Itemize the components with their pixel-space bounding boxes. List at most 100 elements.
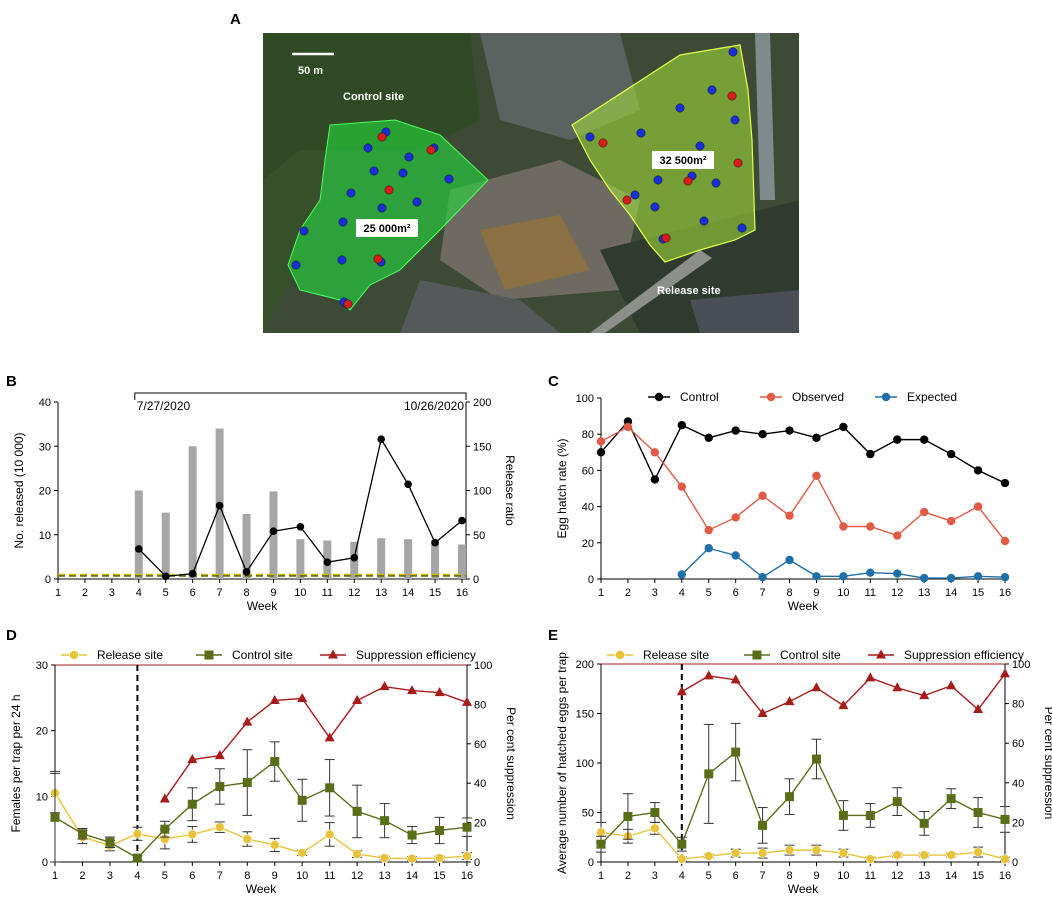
data-point [623, 811, 633, 821]
x-tick-label: 5 [706, 587, 712, 599]
data-point [379, 853, 390, 863]
x-tick-label: 14 [402, 587, 414, 599]
data-point [50, 812, 60, 822]
x-axis-title: Week [246, 882, 277, 896]
x-tick-label: 10 [837, 870, 849, 882]
trap-marker-blue [291, 260, 301, 270]
x-tick-label: 8 [244, 870, 250, 882]
data-point [703, 851, 714, 861]
y-tick-label: 150 [576, 709, 594, 721]
trap-marker-blue [699, 216, 709, 226]
data-point [132, 853, 142, 863]
satellite-map: 50 m Control site Release site 25 000m² … [263, 33, 799, 333]
y2-tick-label: 0 [474, 857, 480, 869]
trap-marker-red [622, 195, 632, 205]
data-point [946, 573, 956, 583]
data-point [946, 680, 957, 690]
x-tick-label: 1 [598, 870, 604, 882]
data-point [650, 808, 660, 817]
data-point [946, 794, 956, 804]
trap-marker-blue [630, 190, 640, 200]
data-point [920, 507, 929, 517]
control-zone [287, 119, 489, 311]
x-tick-label: 14 [406, 870, 418, 882]
data-point [407, 853, 417, 864]
data-point [839, 572, 848, 581]
data-point [324, 732, 335, 742]
bar [431, 540, 440, 579]
x-tick-label: 10 [837, 587, 849, 599]
data-point [677, 482, 686, 491]
legend-label: Suppression efficiency [904, 648, 1024, 662]
map-excavation [480, 215, 590, 290]
data-point [350, 553, 359, 562]
x-tick-label: 2 [79, 870, 85, 882]
x-tick-label: 13 [918, 870, 930, 882]
trap-marker-blue [299, 226, 309, 236]
y2-tick-label: 40 [474, 778, 486, 790]
data-point [866, 522, 875, 531]
data-point [876, 649, 886, 659]
y-tick-label: 50 [582, 808, 594, 820]
data-point [407, 830, 417, 840]
trap-marker-blue [369, 166, 379, 176]
y-axis-title: Average number of hatched eggs per trap [555, 652, 569, 874]
bar [134, 490, 143, 579]
x-tick-label: 7 [217, 587, 223, 599]
x-tick-label: 8 [786, 587, 792, 599]
data-point [297, 795, 307, 805]
data-point [160, 824, 170, 834]
trap-markers [291, 47, 747, 309]
y2-tick-label: 40 [1012, 778, 1024, 790]
trap-marker-blue [377, 203, 387, 213]
data-point [325, 783, 335, 793]
data-point [973, 847, 983, 857]
data-point [973, 466, 983, 475]
data-point [838, 700, 849, 710]
data-point [785, 555, 794, 565]
series-line [164, 685, 468, 800]
x-tick-label: 1 [52, 870, 58, 882]
x-tick-label: 6 [733, 587, 739, 599]
data-point [650, 475, 660, 484]
y2-axis-title: Release ratio [503, 455, 517, 526]
data-point [242, 716, 253, 726]
bar [188, 446, 197, 579]
data-point [434, 853, 445, 863]
x-tick-label: 2 [625, 587, 631, 599]
x-tick-label: 7 [760, 587, 766, 599]
data-point [919, 818, 929, 828]
x-tick-label: 5 [706, 870, 712, 882]
x-tick-label: 15 [972, 587, 984, 599]
x-tick-label: 9 [270, 587, 276, 599]
data-point [242, 778, 252, 788]
trap-marker-red [377, 132, 387, 142]
data-point [892, 682, 903, 692]
x-tick-label: 14 [945, 870, 957, 882]
data-point [677, 839, 687, 849]
data-point [730, 674, 741, 684]
data-point [946, 516, 956, 526]
x-tick-label: 7 [217, 870, 223, 882]
x-tick-label: 1 [598, 587, 604, 599]
data-point [758, 430, 767, 439]
data-point [215, 501, 224, 510]
bar [161, 512, 170, 579]
x-tick-label: 5 [162, 870, 168, 882]
data-point [650, 823, 660, 834]
x-tick-label: 10 [296, 870, 308, 882]
trap-marker-blue [404, 152, 414, 162]
x-tick-label: 12 [891, 870, 903, 882]
y2-tick-label: 80 [1012, 699, 1024, 711]
y2-tick-label: 60 [474, 739, 486, 751]
y2-tick-label: 0 [1012, 857, 1018, 869]
trap-marker-red [661, 233, 671, 243]
trap-marker-blue [675, 103, 685, 113]
data-point [811, 845, 822, 855]
x-tick-label: 12 [348, 587, 360, 599]
data-point [1000, 814, 1010, 824]
x-tick-label: 2 [82, 587, 88, 599]
